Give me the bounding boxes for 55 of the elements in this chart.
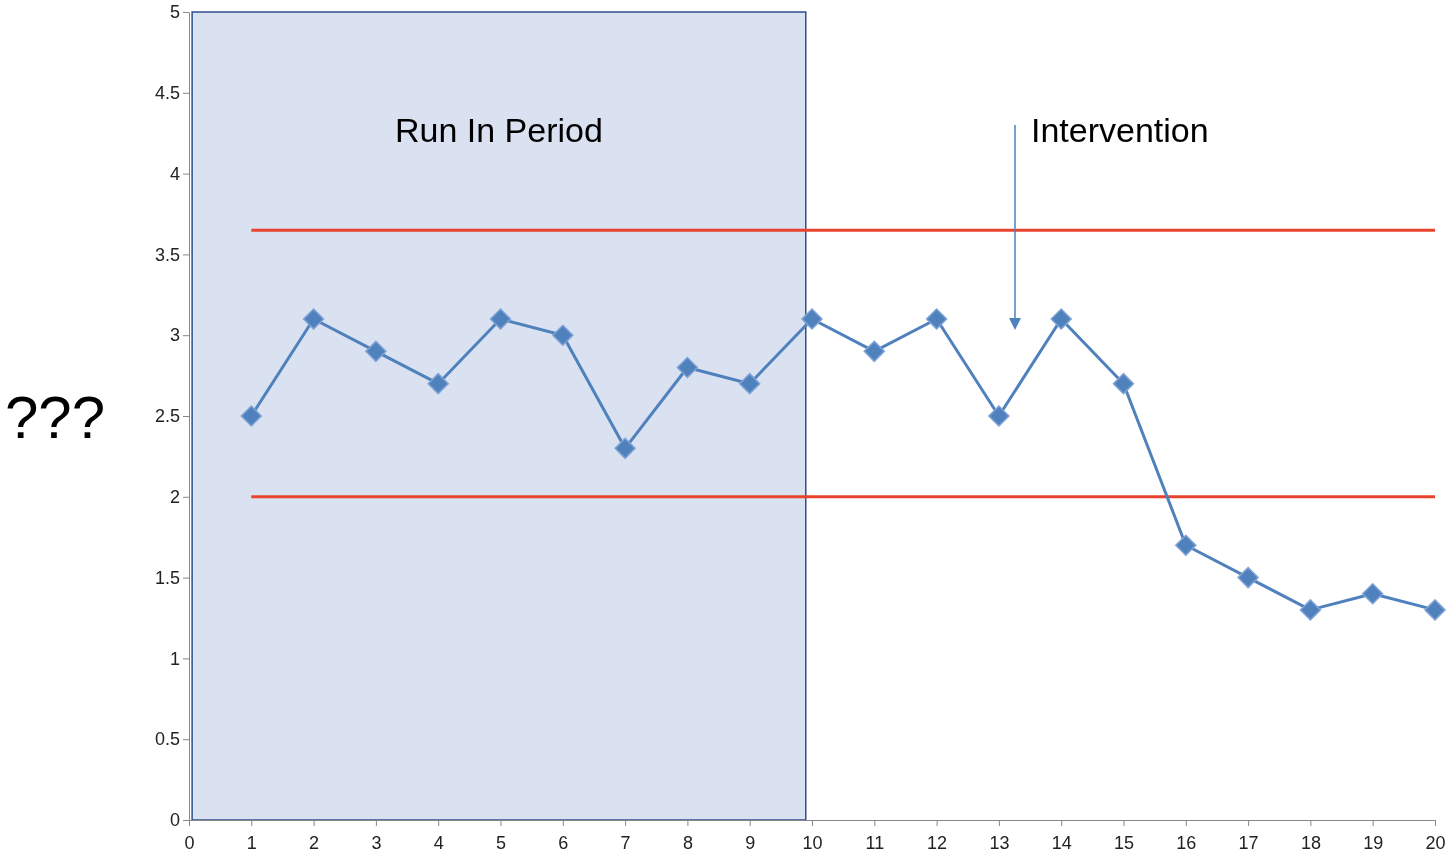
point — [240, 405, 263, 427]
x-tick-label: 10 — [802, 832, 823, 853]
point — [1424, 599, 1446, 621]
y-tick-label: 0.5 — [154, 729, 180, 750]
point — [925, 308, 948, 330]
point — [738, 372, 761, 395]
y-tick-label: 0 — [169, 810, 180, 831]
point — [863, 340, 886, 363]
x-tick-label: 5 — [495, 832, 507, 853]
point — [1175, 534, 1197, 557]
x-tick-label: 11 — [865, 832, 885, 853]
x-tick-label: 13 — [989, 832, 1010, 853]
x-tick-label: 15 — [1113, 832, 1135, 853]
y-tick-label: 1 — [169, 648, 180, 669]
x-tick-label: 16 — [1176, 832, 1197, 853]
x-tick-label: 2 — [309, 832, 320, 853]
point — [427, 372, 449, 395]
point — [676, 356, 699, 379]
x-tick-label: 4 — [433, 832, 444, 853]
point — [1237, 566, 1259, 589]
annotation: Intervention — [1031, 111, 1209, 149]
band-label: Run In Period — [394, 111, 603, 149]
y-tick-label: 4.5 — [154, 83, 180, 104]
x-tick-label: 20 — [1425, 832, 1446, 853]
x-tick-label: 8 — [682, 832, 693, 853]
y-tick-label: 4 — [169, 163, 180, 184]
y-tick-label: 5 — [169, 2, 180, 23]
point — [801, 308, 823, 330]
point — [614, 437, 636, 460]
x-tick-label: 1 — [246, 832, 257, 853]
y-tick-label: 3.5 — [154, 244, 180, 265]
x-tick-label: 12 — [927, 832, 948, 853]
y-tick-label: 1.5 — [154, 567, 180, 588]
point — [552, 324, 574, 346]
y-tick-label: 2.5 — [154, 406, 180, 427]
x-tick-label: 3 — [371, 832, 382, 853]
y-tick-label: 2 — [169, 487, 180, 508]
point — [1112, 372, 1135, 395]
point — [1299, 599, 1322, 621]
x-tick-label: 19 — [1363, 832, 1384, 853]
x-tick-label: 14 — [1051, 832, 1072, 853]
point — [489, 308, 512, 330]
x-tick-label: 7 — [620, 832, 631, 853]
x-tick-label: 0 — [184, 832, 195, 853]
point — [365, 340, 387, 363]
y-tick-label: 3 — [169, 325, 180, 346]
point — [1361, 583, 1384, 605]
x-tick-label: 18 — [1300, 832, 1321, 853]
y-axis-title: ??? — [4, 384, 106, 451]
point — [302, 308, 325, 330]
x-tick-label: 9 — [745, 832, 756, 853]
point — [1050, 308, 1072, 330]
x-tick-label: 17 — [1238, 832, 1259, 853]
point — [988, 405, 1010, 427]
x-tick-label: 6 — [558, 832, 569, 853]
